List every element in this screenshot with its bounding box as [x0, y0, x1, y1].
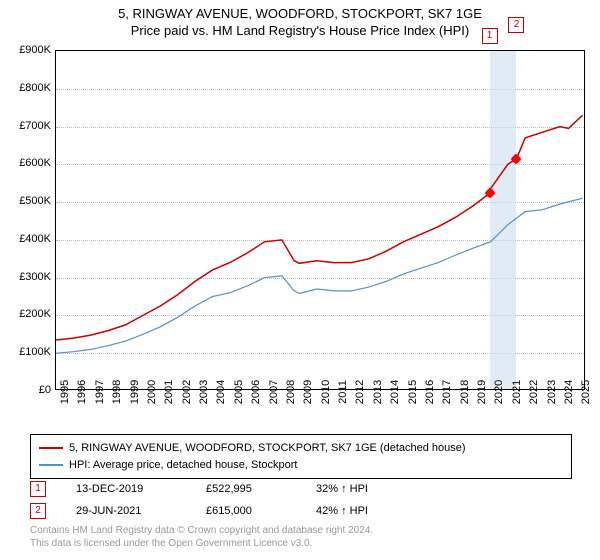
event-price-1: £522,995	[206, 483, 286, 495]
xtick-label: 2017	[441, 380, 453, 404]
ytick-label: £800K	[19, 82, 51, 94]
xtick-label: 2009	[302, 380, 314, 404]
event-pct-1: 32% ↑ HPI	[316, 483, 406, 495]
xtick-label: 2021	[511, 380, 523, 404]
event-row-2: 2 29-JUN-2021 £615,000 42% ↑ HPI	[30, 500, 572, 522]
xtick-label: 2015	[407, 380, 419, 404]
event-date-1: 13-DEC-2019	[76, 483, 176, 495]
xtick-label: 1995	[59, 380, 71, 404]
series-hpi	[56, 198, 583, 353]
xtick-label: 2012	[354, 380, 366, 404]
ytick-label: £100K	[19, 346, 51, 358]
xtick-label: 2006	[250, 380, 262, 404]
xtick-label: 2007	[268, 380, 280, 404]
ytick-label: £900K	[19, 44, 51, 56]
legend-label-hpi: HPI: Average price, detached house, Stoc…	[69, 457, 298, 474]
xtick-label: 2008	[285, 380, 297, 404]
xtick-label: 1997	[94, 380, 106, 404]
xtick-label: 2005	[233, 380, 245, 404]
xtick-label: 2014	[389, 380, 401, 404]
xtick-label: 1998	[111, 380, 123, 404]
legend-swatch-property	[39, 447, 63, 449]
ytick-label: £600K	[19, 157, 51, 169]
xtick-label: 2004	[215, 380, 227, 404]
ytick-label: £400K	[19, 233, 51, 245]
xtick-label: 2013	[372, 380, 384, 404]
xtick-label: 2010	[320, 380, 332, 404]
xtick-label: 2016	[424, 380, 436, 404]
marker-label-1: 1	[482, 28, 498, 44]
xtick-label: 2011	[337, 380, 349, 404]
legend: 5, RINGWAY AVENUE, WOODFORD, STOCKPORT, …	[30, 434, 572, 479]
footer-line2: This data is licensed under the Open Gov…	[30, 537, 373, 550]
footer-line1: Contains HM Land Registry data © Crown c…	[30, 524, 373, 537]
event-badge-1: 1	[30, 481, 46, 497]
xtick-label: 2022	[528, 380, 540, 404]
event-table: 1 13-DEC-2019 £522,995 32% ↑ HPI 2 29-JU…	[30, 478, 572, 522]
xtick-label: 2025	[580, 380, 592, 404]
ytick-label: £700K	[19, 120, 51, 132]
line-layer	[56, 51, 586, 391]
legend-label-property: 5, RINGWAY AVENUE, WOODFORD, STOCKPORT, …	[69, 440, 466, 457]
xtick-label: 1996	[76, 380, 88, 404]
event-row-1: 1 13-DEC-2019 £522,995 32% ↑ HPI	[30, 478, 572, 500]
xtick-label: 2003	[198, 380, 210, 404]
xtick-label: 2020	[493, 380, 505, 404]
footer: Contains HM Land Registry data © Crown c…	[30, 524, 373, 550]
xtick-label: 2018	[459, 380, 471, 404]
ytick-label: £300K	[19, 271, 51, 283]
event-price-2: £615,000	[206, 505, 286, 517]
event-badge-2: 2	[30, 503, 46, 519]
event-pct-2: 42% ↑ HPI	[316, 505, 406, 517]
ytick-label: £0	[39, 384, 51, 396]
chart-area: 12 £0£100K£200K£300K£400K£500K£600K£700K…	[55, 50, 585, 390]
ytick-label: £200K	[19, 308, 51, 320]
xtick-label: 2002	[181, 380, 193, 404]
plot-region: 12	[55, 50, 585, 390]
xtick-label: 1999	[129, 380, 141, 404]
xtick-label: 2024	[563, 380, 575, 404]
xtick-label: 2000	[146, 380, 158, 404]
legend-swatch-hpi	[39, 464, 63, 466]
series-property	[56, 115, 583, 340]
legend-row-property: 5, RINGWAY AVENUE, WOODFORD, STOCKPORT, …	[39, 440, 563, 457]
marker-label-2: 2	[508, 17, 524, 33]
xtick-label: 2023	[546, 380, 558, 404]
event-date-2: 29-JUN-2021	[76, 505, 176, 517]
chart-container: 5, RINGWAY AVENUE, WOODFORD, STOCKPORT, …	[0, 0, 600, 560]
xtick-label: 2001	[163, 380, 175, 404]
xtick-label: 2019	[476, 380, 488, 404]
ytick-label: £500K	[19, 195, 51, 207]
legend-row-hpi: HPI: Average price, detached house, Stoc…	[39, 457, 563, 474]
